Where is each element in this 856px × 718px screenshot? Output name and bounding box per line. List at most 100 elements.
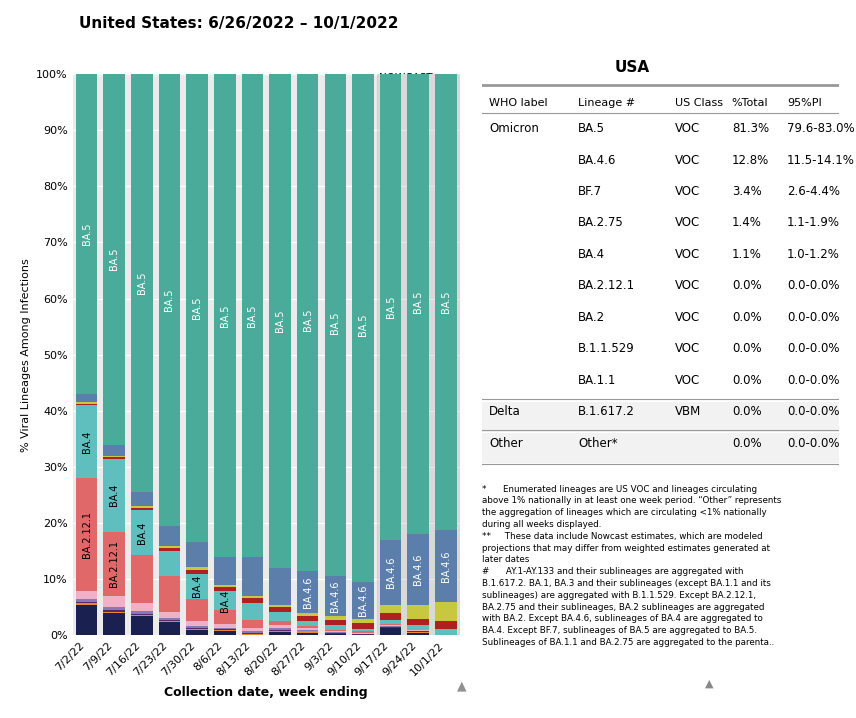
Bar [214, 557, 235, 585]
Bar [76, 402, 98, 404]
Text: VOC: VOC [675, 373, 700, 387]
Bar [352, 623, 374, 629]
Text: B.1.617.2: B.1.617.2 [579, 405, 635, 418]
Bar [380, 74, 401, 540]
Text: 0.0%: 0.0% [732, 373, 762, 387]
Bar [380, 625, 401, 626]
Text: NOWCAST: NOWCAST [379, 73, 432, 83]
Bar [104, 457, 125, 459]
Bar [76, 599, 98, 602]
Bar [380, 628, 401, 635]
Bar [104, 459, 125, 531]
Text: 1.1%: 1.1% [732, 248, 762, 261]
Bar [241, 74, 263, 557]
Bar [380, 605, 401, 613]
Bar [187, 628, 208, 629]
Bar [187, 574, 208, 599]
Text: 11.5-14.1%: 11.5-14.1% [788, 154, 855, 167]
Bar [241, 620, 263, 628]
Text: United States: 9/25/2022 – 10/1/2022 NOWCAST: United States: 9/25/2022 – 10/1/2022 NOW… [499, 17, 835, 30]
Bar [158, 620, 181, 621]
Text: BA.5: BA.5 [164, 289, 175, 311]
Bar [352, 582, 374, 619]
Bar [241, 596, 263, 598]
Bar [158, 548, 181, 551]
Bar [214, 628, 235, 629]
Bar [435, 602, 456, 621]
Bar [297, 632, 318, 633]
Bar [270, 568, 291, 605]
Bar [435, 629, 456, 635]
Text: BA.5: BA.5 [358, 314, 368, 337]
Bar [352, 68, 374, 582]
Bar [104, 607, 125, 610]
Text: BA.5: BA.5 [220, 304, 229, 327]
Bar [214, 632, 235, 635]
Bar [131, 555, 152, 603]
Text: ▲: ▲ [457, 679, 467, 692]
Bar [104, 612, 125, 613]
Bar [187, 73, 208, 542]
Text: Omicron: Omicron [489, 122, 539, 135]
Bar [324, 634, 346, 635]
Bar [158, 621, 181, 622]
Text: 1.4%: 1.4% [732, 216, 762, 230]
Bar [131, 616, 152, 635]
Bar [297, 626, 318, 628]
Bar [407, 633, 429, 635]
Bar [131, 510, 152, 555]
Bar [131, 603, 152, 611]
Bar [297, 621, 318, 626]
Text: BA.4: BA.4 [110, 484, 119, 506]
Text: BF.7: BF.7 [579, 185, 603, 198]
Bar [214, 624, 235, 628]
Text: %Total: %Total [732, 98, 769, 108]
Bar [76, 603, 98, 605]
X-axis label: Collection date, week ending: Collection date, week ending [164, 686, 368, 699]
Bar [270, 605, 291, 607]
Bar [187, 570, 208, 574]
Bar [187, 626, 208, 628]
Bar [214, 610, 235, 624]
Bar [297, 630, 318, 631]
Bar [241, 598, 263, 603]
Bar [407, 605, 429, 619]
Text: 0.0%: 0.0% [732, 342, 762, 355]
Text: BA.2: BA.2 [579, 311, 605, 324]
Text: Other*: Other* [579, 437, 618, 449]
Text: VOC: VOC [675, 216, 700, 230]
Bar [131, 74, 152, 493]
Bar [76, 478, 98, 590]
Bar [131, 508, 152, 510]
Text: VOC: VOC [675, 185, 700, 198]
Bar [131, 611, 152, 614]
FancyBboxPatch shape [482, 434, 839, 463]
Text: BA.4.6: BA.4.6 [385, 556, 395, 588]
Bar [187, 567, 208, 570]
Text: *      Enumerated lineages are US VOC and lineages circulating
above 1% national: * Enumerated lineages are US VOC and lin… [482, 485, 782, 647]
Bar [131, 506, 152, 508]
FancyBboxPatch shape [482, 402, 839, 432]
Text: WHO label: WHO label [489, 98, 548, 108]
Text: B.1.1.529: B.1.1.529 [579, 342, 635, 355]
Bar [158, 576, 181, 612]
Bar [324, 616, 346, 620]
Text: BA.4.6: BA.4.6 [413, 554, 423, 585]
Text: BA.2.12.1: BA.2.12.1 [110, 541, 119, 587]
Bar [407, 68, 429, 534]
Text: 0.0%: 0.0% [732, 405, 762, 418]
Y-axis label: % Viral Lineages Among Infections: % Viral Lineages Among Infections [21, 258, 31, 452]
Bar [407, 534, 429, 605]
Bar [324, 630, 346, 631]
Bar [297, 571, 318, 613]
Bar [158, 74, 181, 526]
Text: BA.2.12.1: BA.2.12.1 [579, 279, 635, 292]
Bar [352, 633, 374, 634]
Bar [270, 74, 291, 568]
Bar [324, 577, 346, 616]
Text: 0.0%: 0.0% [732, 311, 762, 324]
Text: 81.3%: 81.3% [732, 122, 769, 135]
Text: 1.0-1.2%: 1.0-1.2% [788, 248, 840, 261]
Text: 3.4%: 3.4% [732, 185, 762, 198]
Bar [76, 605, 98, 635]
